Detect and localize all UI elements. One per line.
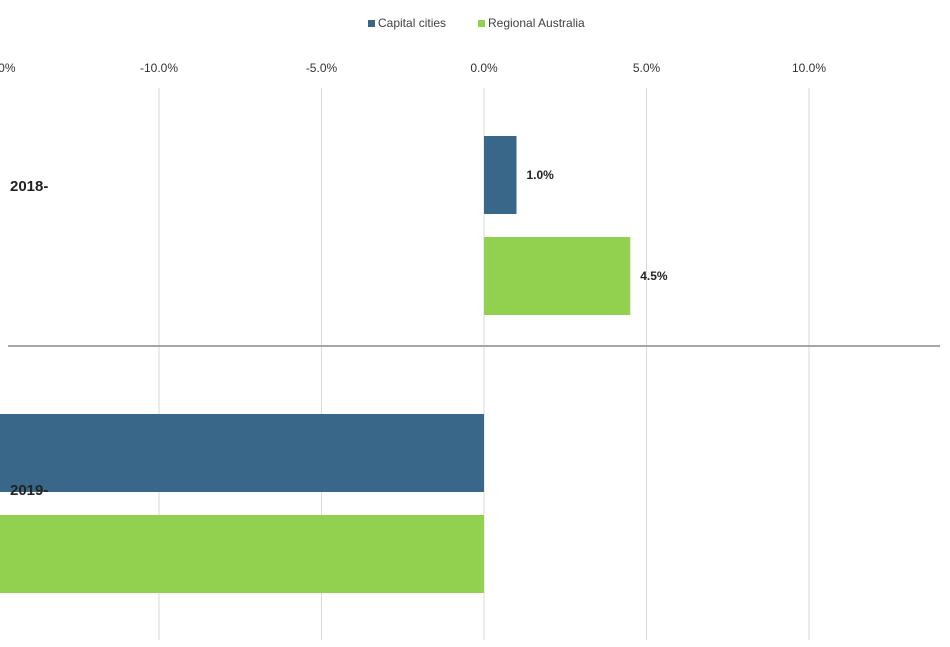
legend-label-1: Regional Australia bbox=[488, 16, 585, 30]
bar bbox=[0, 414, 484, 492]
legend-swatch-0 bbox=[368, 20, 375, 27]
x-tick-label: 5.0% bbox=[633, 61, 661, 75]
category-label: 2019- bbox=[10, 482, 48, 499]
x-tick-label: -10.0% bbox=[140, 61, 178, 75]
legend: Capital cities Regional Australia bbox=[368, 16, 585, 30]
data-label: 1.0% bbox=[527, 168, 555, 182]
x-tick-label: 10.0% bbox=[792, 61, 826, 75]
bar bbox=[0, 515, 484, 593]
x-tick-label: -15.0% bbox=[0, 61, 16, 75]
data-labels: 1.0%4.5%-19.5%-15.5% bbox=[527, 168, 668, 283]
category-labels: 2018- 2019- bbox=[10, 178, 48, 499]
bar bbox=[484, 136, 517, 214]
bars bbox=[0, 136, 631, 593]
legend-label-0: Capital cities bbox=[378, 16, 446, 30]
legend-swatch-1 bbox=[478, 20, 485, 27]
x-axis-ticks: -25.0%-20.0%-15.0%-10.0%-5.0%0.0%5.0%10.… bbox=[0, 61, 826, 75]
bar bbox=[484, 237, 631, 315]
category-label: 2018- bbox=[10, 178, 48, 195]
x-tick-label: -5.0% bbox=[306, 61, 338, 75]
x-tick-label: 0.0% bbox=[470, 61, 498, 75]
data-label: 4.5% bbox=[640, 269, 668, 283]
